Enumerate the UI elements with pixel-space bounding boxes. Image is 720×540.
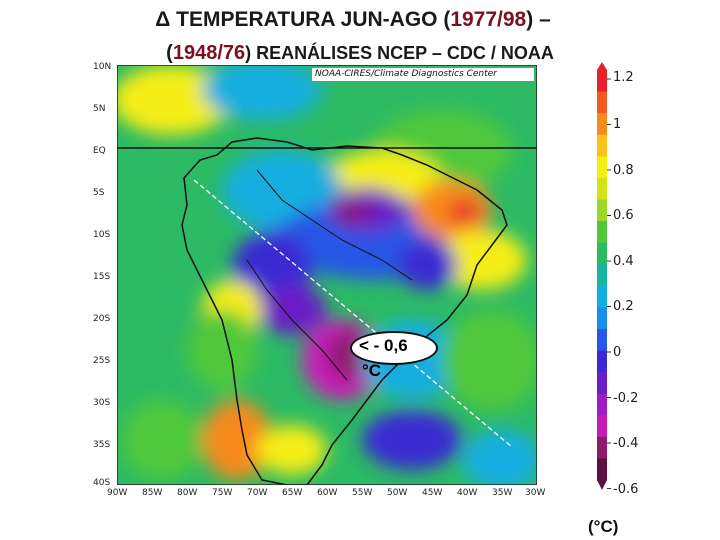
colorbar-segment <box>597 199 607 222</box>
lon-label: 65W <box>282 488 303 498</box>
colorbar-top-arrow <box>597 62 607 70</box>
lon-label: 80W <box>177 488 198 498</box>
border-line-2 <box>246 259 348 381</box>
lat-label: 30S <box>93 398 111 408</box>
lat-label: 5N <box>93 104 106 114</box>
colorbar-label: 0.2 <box>613 299 634 314</box>
lon-label: 90W <box>107 488 128 498</box>
lat-label: 20S <box>93 314 111 324</box>
colorbar-segment <box>597 436 607 459</box>
title-line1-suffix: ) – <box>526 8 551 31</box>
colorbar-segment <box>597 221 607 244</box>
title-line-2: (1948/76) REANÁLISES NCEP – CDC / NOAA <box>0 42 720 65</box>
title-period-1: 1977/98 <box>450 8 527 31</box>
colorbar-segment <box>597 372 607 395</box>
colorbar-segment <box>597 156 607 179</box>
colorbar-label: -0.2 <box>613 391 639 406</box>
title-line2-suffix: ) REANÁLISES NCEP – CDC / NOAA <box>245 43 554 63</box>
lon-label: 55W <box>352 488 373 498</box>
temperature-anomaly-map <box>82 60 552 500</box>
lon-label: 70W <box>247 488 268 498</box>
lon-label: 60W <box>317 488 338 498</box>
title-line2-prefix: ( <box>166 42 173 64</box>
colorbar-segment <box>597 328 607 352</box>
annotation-text: < - 0,6 <box>359 336 408 355</box>
lon-label: 35W <box>492 488 513 498</box>
annotation-ellipse <box>350 331 438 365</box>
colorbar-segment <box>597 134 607 157</box>
colorbar-segment <box>597 350 607 373</box>
lat-label: 25S <box>93 356 111 366</box>
lat-label: 35S <box>93 440 111 450</box>
lat-label: 40S <box>93 478 111 488</box>
annotation-unit: °C <box>362 361 382 380</box>
colorbar-segment <box>597 415 607 438</box>
colorbar-segment <box>597 113 607 136</box>
colorbar-label: -0.6 <box>613 482 639 497</box>
title-line1-prefix: Δ TEMPERATURA JUN-AGO ( <box>155 8 451 31</box>
lat-label: EQ <box>93 146 106 156</box>
lon-label: 50W <box>387 488 408 498</box>
colorbar-segment <box>597 458 607 481</box>
colorbar-label: 0 <box>613 345 622 360</box>
lon-label: 75W <box>212 488 233 498</box>
data-source-credit: NOAA-CIRES/Climate Diagnostics Center <box>312 68 534 81</box>
lat-label: 10S <box>93 230 111 240</box>
colorbar-label: 0.6 <box>613 208 634 223</box>
anomaly-field <box>117 65 537 485</box>
colorbar-label: 0.8 <box>613 163 634 178</box>
colorbar-segment <box>597 264 607 287</box>
colorbar-segment <box>597 393 607 416</box>
colorbar-segment <box>597 177 607 200</box>
colorbar-label: 1.2 <box>613 70 634 85</box>
colorbar-label: 1 <box>613 117 622 132</box>
colorbar-segment <box>597 242 607 265</box>
colorbar-segment <box>597 285 607 308</box>
map-canvas <box>117 65 537 485</box>
lat-label: 5S <box>93 188 105 198</box>
colorbar-segment <box>597 91 607 114</box>
colorbar-svg <box>597 62 611 490</box>
lat-label: 15S <box>93 272 111 282</box>
title-period-2: 1948/76 <box>172 42 246 64</box>
colorbar-label: -0.4 <box>613 436 639 451</box>
colorbar-segment <box>597 307 607 330</box>
colorbar-unit: (°C) <box>588 517 619 536</box>
lon-label: 45W <box>422 488 443 498</box>
lon-label: 30W <box>525 488 546 498</box>
lon-label: 40W <box>457 488 478 498</box>
lat-label: 10N <box>93 62 112 72</box>
transect-line <box>193 179 513 448</box>
title-line-1: Δ TEMPERATURA JUN-AGO (1977/98) – <box>0 8 713 32</box>
border-line <box>256 169 413 281</box>
colorbar-label: 0.4 <box>613 254 634 269</box>
colorbar-bottom-arrow <box>597 480 607 490</box>
colorbar <box>595 60 645 500</box>
colorbar-segment <box>597 70 607 93</box>
lon-label: 85W <box>142 488 163 498</box>
